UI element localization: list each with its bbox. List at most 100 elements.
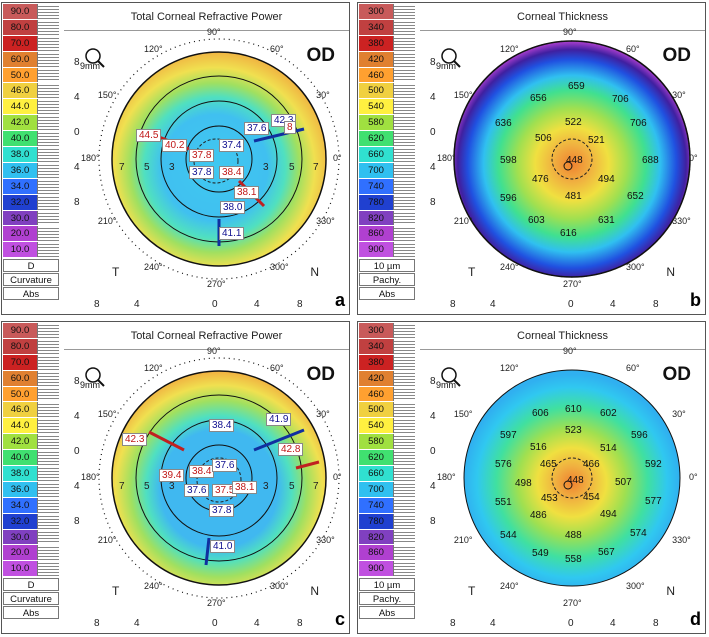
legend-swatch: 420: [359, 51, 415, 68]
map-value: 40.2: [162, 139, 188, 152]
legend-swatch: 50.0: [3, 386, 59, 403]
map-value: 616: [560, 228, 577, 239]
map-value: 41.9: [266, 413, 292, 426]
legend-value: 40.0: [3, 131, 38, 147]
legend-value: 30.0: [3, 529, 38, 545]
map-value: 706: [612, 94, 629, 105]
angle-label: 180°: [437, 472, 456, 482]
zoom-lens-icon[interactable]: [438, 364, 468, 394]
legend-value: 60.0: [3, 51, 38, 67]
map-value: 38.4: [209, 419, 235, 432]
y-axis-tick: 4: [74, 481, 80, 492]
map-value: 549: [532, 548, 549, 559]
angle-label: 270°: [207, 598, 226, 608]
map-value: 636: [495, 118, 512, 129]
y-axis-tick: 8: [74, 516, 80, 527]
ring-label: 7: [119, 481, 125, 492]
legend-value: 500: [359, 83, 394, 99]
legend-value: 900: [359, 561, 394, 577]
map-value: 659: [568, 81, 585, 92]
y-axis-tick: 0: [74, 127, 80, 138]
map-value: 476: [532, 174, 549, 185]
legend-value: 46.0: [3, 83, 38, 99]
map-value: 576: [495, 459, 512, 470]
angle-label: 0°: [689, 472, 698, 482]
legend-value: 860: [359, 545, 394, 561]
legend-swatch: 660: [359, 147, 415, 163]
map-value: 567: [598, 547, 615, 558]
legend-value: 740: [359, 178, 394, 194]
legend-value: 36.0: [3, 162, 38, 178]
legend-swatch: 580: [359, 115, 415, 132]
legend-value: 44.0: [3, 99, 38, 115]
nasal-label: N: [310, 265, 319, 279]
temporal-label: T: [112, 265, 120, 279]
legend-swatch: 660: [359, 466, 415, 482]
angle-label: 210°: [453, 216, 473, 226]
map-value: 481: [565, 191, 582, 202]
angle-label: 120°: [500, 362, 519, 373]
angle-label: 120°: [144, 43, 163, 54]
legend-swatch: 10.0: [3, 561, 59, 578]
legend-mode: Abs: [359, 606, 415, 620]
legend-swatch: 34.0: [3, 497, 59, 514]
legend-unit: D: [3, 578, 59, 592]
zoom-lens-icon[interactable]: [438, 45, 468, 75]
map-value: 465: [540, 459, 557, 470]
legend-value: 700: [359, 481, 394, 497]
legend-swatch: 46.0: [3, 402, 59, 419]
angle-label: 120°: [144, 362, 163, 373]
legend-swatch: 900: [359, 242, 415, 259]
zoom-lens-icon[interactable]: [82, 45, 112, 75]
legend-mode: Abs: [359, 287, 415, 301]
angle-label: 30°: [316, 90, 330, 100]
legend-swatch: 540: [359, 99, 415, 116]
legend-swatch: 80.0: [3, 19, 59, 36]
temporal-label: T: [112, 584, 120, 598]
y-axis-tick: 8: [430, 376, 436, 387]
legend-swatch: 700: [359, 481, 415, 498]
map-value: 44.5: [136, 129, 162, 142]
legend-swatch: 740: [359, 178, 415, 195]
panel-letter: c: [334, 609, 345, 629]
eye-label: OD: [306, 45, 336, 66]
x-axis-tick: 0: [212, 618, 218, 629]
legend-unit: D: [3, 259, 59, 273]
map-value: 516: [530, 442, 547, 453]
legend-swatch: 46.0: [3, 83, 59, 100]
legend-swatch: 860: [359, 545, 415, 562]
map-value: 596: [500, 193, 517, 204]
x-axis-tick: 4: [134, 618, 140, 629]
y-axis-tick: 4: [74, 411, 80, 422]
ring-label: 3: [169, 481, 175, 492]
legend-value: 40.0: [3, 450, 38, 466]
legend-value: 20.0: [3, 226, 38, 242]
map-value: 42.8: [278, 443, 304, 456]
ring-label: 3: [169, 162, 175, 173]
legend-value: 34.0: [3, 497, 38, 513]
map-value: 37.8: [189, 166, 215, 179]
x-axis-tick: 0: [568, 299, 574, 310]
y-axis-tick: 0: [430, 127, 436, 138]
legend-swatch: 860: [359, 226, 415, 243]
legend-swatch: 820: [359, 210, 415, 227]
legend-swatch: 38.0: [3, 466, 59, 482]
ring-label: 3: [263, 162, 269, 173]
thickness-map: [453, 40, 691, 278]
angle-label: 270°: [563, 279, 582, 289]
legend-swatch: 380: [359, 35, 415, 52]
legend-swatch: 700: [359, 162, 415, 179]
legend-swatch: 300: [359, 4, 415, 20]
legend-value: 32.0: [3, 513, 38, 529]
map-value: 652: [627, 191, 644, 202]
legend-value: 70.0: [3, 354, 38, 370]
legend-value: 460: [359, 67, 394, 83]
angle-label: 60°: [626, 362, 640, 373]
y-axis-tick: 8: [74, 57, 80, 68]
legend-swatch: 540: [359, 418, 415, 435]
zoom-lens-icon[interactable]: [82, 364, 112, 394]
legend-value: 300: [359, 4, 394, 19]
map-value: 603: [528, 215, 545, 226]
legend-type: Pachy.: [359, 273, 415, 287]
x-axis-tick: 8: [94, 299, 100, 310]
